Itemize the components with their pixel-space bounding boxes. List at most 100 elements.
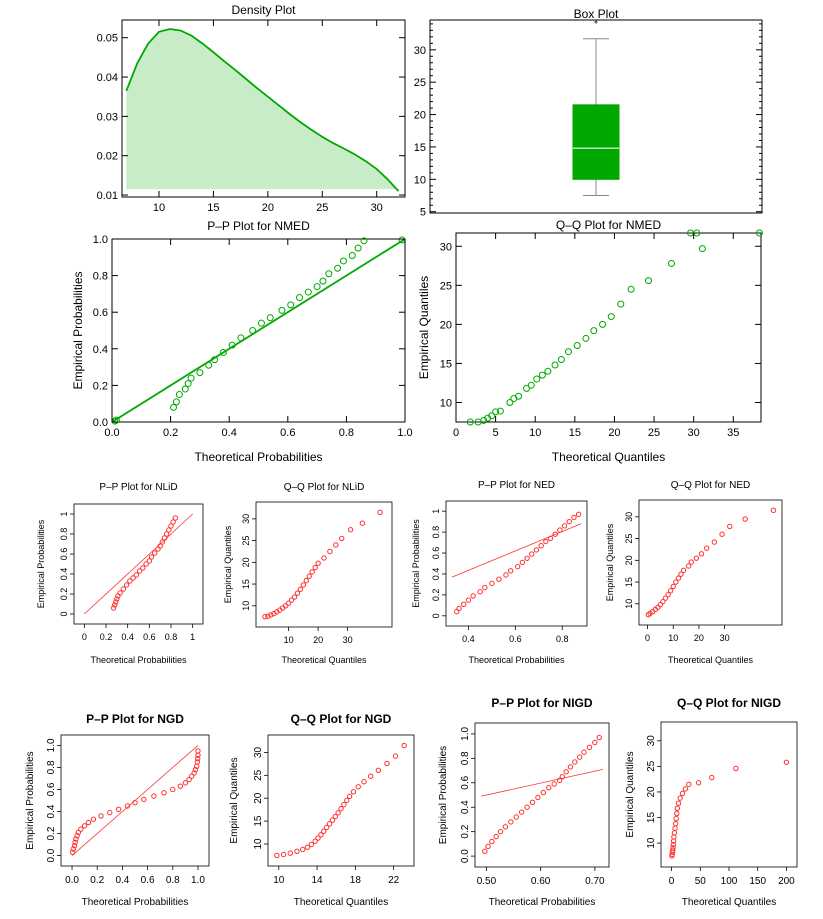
data-point: [461, 601, 467, 608]
plot-frame: [429, 19, 763, 214]
y-axis-label: Empirical Quantiles: [625, 751, 636, 837]
data-point: [742, 516, 748, 522]
y-tick-label: 0.4: [59, 568, 69, 581]
data-point: [703, 545, 710, 551]
plot-frame: [660, 721, 798, 868]
y-tick-label: 0.8: [59, 528, 69, 541]
x-axis-label: Theoretical Quantiles: [552, 450, 665, 464]
chart-title: Q–Q Plot for NMED: [556, 218, 662, 232]
data-point: [675, 800, 682, 806]
data-point: [533, 375, 541, 383]
data-point: [168, 523, 174, 529]
y-tick-label: 15: [253, 815, 264, 827]
chart-title: P–P Plot for NIGD: [491, 696, 592, 710]
plot-frame: [267, 734, 415, 867]
data-point: [107, 809, 113, 816]
data-point: [497, 828, 504, 835]
chart-pp-nigd: P–P Plot for NIGD 0.50 0.60 0.70 0.0 0.2 0.4 0.…: [438, 696, 610, 908]
x-tick-label: 10: [529, 427, 541, 439]
x-tick-label: 0.2: [163, 427, 178, 439]
x-tick-label: 10: [153, 202, 165, 214]
data-point: [163, 531, 170, 537]
y-axis-label: Empirical Quantiles: [417, 276, 431, 379]
y-tick-label: 0.6: [93, 307, 108, 319]
x-tick-label: 20: [313, 635, 323, 645]
data-point: [670, 583, 676, 590]
data-point: [552, 531, 558, 537]
data-point: [112, 416, 120, 424]
x-tick-label: 20: [608, 427, 620, 439]
y-tick-label: 20: [440, 319, 452, 331]
data-point: [675, 575, 682, 581]
data-point: [172, 515, 179, 521]
y-tick-label: 25: [414, 77, 426, 89]
y-tick-label: 0.2: [460, 824, 471, 838]
data-point: [184, 380, 192, 388]
chart-title: P–P Plot for NED: [478, 480, 555, 491]
data-point: [572, 759, 578, 765]
data-point: [288, 597, 295, 603]
x-tick-label: 0.6: [141, 875, 155, 886]
data-point: [680, 567, 687, 574]
data-point: [152, 550, 158, 556]
plot-frame: [60, 734, 210, 867]
data-point: [665, 591, 671, 598]
data-point: [148, 554, 155, 560]
data-point: [309, 569, 315, 575]
y-tick-label: 20: [241, 557, 251, 567]
chart-qq-nigd: Q–Q Plot for NIGD 0 50 100 150 200 10 15 20 25 30 T…: [625, 696, 798, 908]
data-point: [300, 582, 307, 588]
data-point: [571, 514, 577, 521]
plot-frame: [455, 232, 762, 423]
data-point: [143, 561, 149, 567]
data-point: [783, 759, 790, 765]
chart-title: P–P Plot for NMED: [207, 219, 310, 233]
chart-title: Q–Q Plot for NIGD: [677, 696, 781, 710]
data-point: [318, 832, 324, 838]
x-tick-label: 14: [312, 875, 324, 886]
x-tick-label: 25: [316, 202, 328, 214]
reference-line: [111, 238, 406, 423]
x-tick-label: 0.4: [222, 427, 237, 439]
x-tick-label: 0.2: [100, 632, 113, 642]
data-point: [188, 773, 195, 779]
x-tick-label: 15: [207, 202, 219, 214]
data-point: [670, 847, 676, 853]
plot-frame: [445, 500, 588, 627]
data-point: [561, 523, 568, 529]
x-tick-label: 0.50: [477, 876, 497, 887]
y-tick-label: 30: [624, 512, 634, 522]
density-area: [126, 29, 399, 192]
plot-frame: [111, 238, 406, 423]
data-point: [304, 844, 311, 850]
data-point: [627, 285, 635, 293]
y-tick-label: 0.8: [431, 526, 441, 539]
data-point: [524, 804, 530, 810]
data-point: [85, 819, 92, 826]
y-tick-label: 10: [624, 599, 634, 609]
data-point: [334, 264, 342, 272]
data-point: [596, 734, 602, 741]
data-point: [695, 780, 702, 786]
y-tick-label: 25: [646, 760, 657, 772]
data-point: [113, 599, 119, 605]
y-tick-label: 0.04: [97, 72, 118, 84]
data-point: [266, 314, 274, 322]
data-point: [667, 588, 674, 594]
data-point: [186, 776, 192, 783]
data-point: [575, 511, 582, 518]
data-point: [496, 576, 502, 582]
data-point: [485, 843, 491, 850]
density-curve: [125, 28, 400, 192]
x-tick-label: 1: [190, 632, 195, 642]
data-point: [489, 580, 495, 587]
data-point: [377, 509, 383, 516]
x-tick-label: 0.4: [115, 875, 129, 886]
data-point: [506, 398, 514, 406]
data-point: [111, 602, 118, 608]
data-point: [274, 852, 280, 859]
data-point: [294, 848, 300, 855]
plot-frame: [255, 501, 393, 628]
data-point: [733, 765, 739, 772]
data-point: [195, 755, 201, 762]
